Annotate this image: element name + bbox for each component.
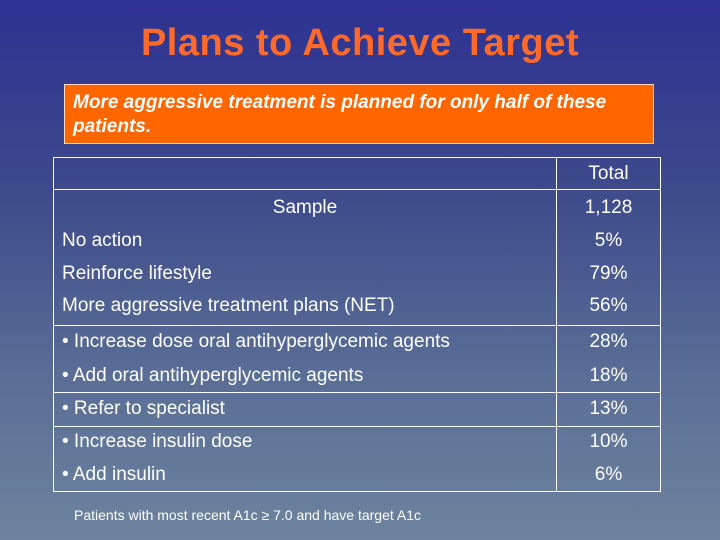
table-row-value: 13% [589, 398, 628, 419]
table-row-label: No action [62, 230, 143, 251]
sample-value: 1,128 [584, 197, 633, 218]
row-divider [54, 189, 660, 190]
table-row-label: • Add insulin [62, 464, 166, 485]
table-row-label: • Refer to specialist [62, 398, 225, 419]
table-row-value: 79% [589, 263, 628, 284]
table-row-label: • Add oral antihyperglycemic agents [62, 365, 364, 386]
table-row-value: 6% [594, 464, 623, 485]
table-row-label: • Increase insulin dose [62, 431, 253, 452]
row-divider [54, 426, 660, 427]
table-row-label: • Increase dose oral antihyperglycemic a… [62, 331, 450, 352]
row-divider [54, 325, 660, 326]
callout-box: More aggressive treatment is planned for… [64, 84, 654, 144]
table-row-label: Reinforce lifestyle [62, 263, 212, 284]
table-row-label: More aggressive treatment plans (NET) [62, 295, 395, 316]
sample-label: Sample [272, 197, 338, 218]
row-divider [54, 392, 660, 393]
column-divider [556, 158, 557, 491]
table-row-value: 18% [589, 365, 628, 386]
table-row-value: 56% [589, 295, 628, 316]
slide-title: Plans to Achieve Target [140, 22, 580, 64]
table-row-value: 28% [589, 331, 628, 352]
results-table: Total Sample 1,128 No action 5% Reinforc… [53, 157, 661, 492]
footnote: Patients with most recent A1c ≥ 7.0 and … [74, 507, 421, 523]
column-header-total: Total [588, 163, 629, 184]
table-row-value: 10% [589, 431, 628, 452]
table-row-value: 5% [594, 230, 623, 251]
